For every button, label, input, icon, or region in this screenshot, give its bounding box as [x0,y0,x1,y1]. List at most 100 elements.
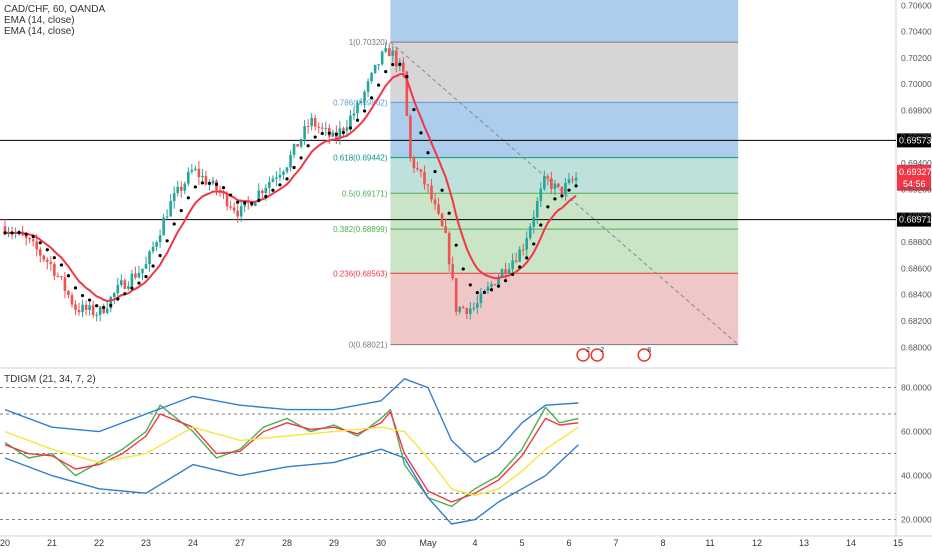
ema-dot [66,274,71,278]
ema-dot [532,242,536,246]
price-tick-label: 0.68800 [901,237,932,247]
ema-dot [229,193,233,197]
price-tick-label: 0.69000 [901,211,932,221]
candle-body [557,183,560,187]
candle-body [532,217,536,227]
candle-body [38,249,42,256]
ema-line [4,72,577,302]
oscillator-title[interactable]: TDIGM (21, 34, 7, 2) [4,374,96,385]
candle-body [296,144,299,147]
ema-dot [341,130,345,135]
candle-body [155,242,158,247]
ema-dot [285,177,289,181]
candle-body [56,275,60,277]
candle-body [331,132,335,137]
candle-body [141,268,144,273]
ema-dot [59,263,64,267]
candle-body [507,269,511,274]
ema-dot [38,241,42,245]
time-tick-label: May [419,538,437,548]
candle-body [187,171,190,184]
ema-dot [31,234,35,239]
ema-dot-series [3,62,578,310]
ema-dot [151,264,155,268]
candle-body [49,261,53,264]
ema-dot [384,70,388,74]
ema-dot [546,205,550,209]
price-tick-label: 0.68200 [901,316,932,326]
candle-body [88,305,91,311]
candle-body [105,308,109,313]
candle-body [123,280,127,289]
candle-body [116,284,120,294]
candle-body [239,206,243,217]
ema-dot [165,239,169,243]
candle-body [451,264,454,279]
fib-zone [390,193,739,230]
ema-dot [137,281,141,285]
candle-body [412,157,416,169]
ema-dot [278,183,282,187]
candle-body [162,217,165,236]
ema-dot [271,188,275,192]
oscillator-yellow-line [4,426,579,497]
price-tick-label: 0.70600 [901,0,932,10]
ema-dot [433,169,437,174]
ema-dot [348,126,353,130]
price-line-badge [897,212,931,227]
candle-body [158,235,162,243]
ema-dot [398,62,402,66]
fib-zone [390,229,739,274]
candle-body [204,175,208,185]
time-tick-label: 29 [329,538,339,548]
event-marker-icon [590,348,604,362]
candle-body [525,238,528,250]
candle-body [24,235,28,239]
candle-body [253,201,257,207]
candle-body [222,192,225,194]
time-tick-label: 24 [188,538,198,548]
ema-dot [539,223,543,227]
ema-dot [567,188,571,192]
candle-body [91,305,95,316]
ema-dot [419,131,423,135]
candle-body [211,180,215,184]
symbol-title[interactable]: CAD/CHF, 60, OANDA [4,4,106,15]
ema-dot [257,198,261,202]
fib-extension-zone [390,0,739,43]
ema-dot [440,188,444,192]
candle-body [130,273,134,287]
time-tick-label: 14 [846,538,856,548]
candle-body [46,259,49,262]
price-tick-label: 0.69600 [901,132,932,142]
price-line-badge [897,133,931,148]
ema-dot [412,108,416,112]
candle-body [275,177,278,179]
candle-body [497,276,500,285]
candle-body [454,278,458,312]
candle-body [109,296,113,309]
candle-body [546,176,550,179]
ema-dot [391,62,395,67]
ema-dot [313,135,317,139]
candle-body [514,260,518,262]
ema-dot [426,151,430,155]
ema-dot [109,303,113,307]
ema-indicator-label-2[interactable]: EMA (14, close) [4,26,75,37]
time-tick-label: 20 [0,538,10,548]
ema-dot [503,279,508,283]
candle-body [377,64,380,66]
ema-dot [299,156,303,160]
candle-body [342,128,345,131]
ema-dot [158,253,162,258]
candle-body [380,51,384,65]
ema-indicator-label-1[interactable]: EMA (14, close) [4,15,75,26]
candle-body [236,210,239,217]
candle-body [493,284,497,286]
candle-body [151,246,155,252]
ema-dot [454,243,458,247]
